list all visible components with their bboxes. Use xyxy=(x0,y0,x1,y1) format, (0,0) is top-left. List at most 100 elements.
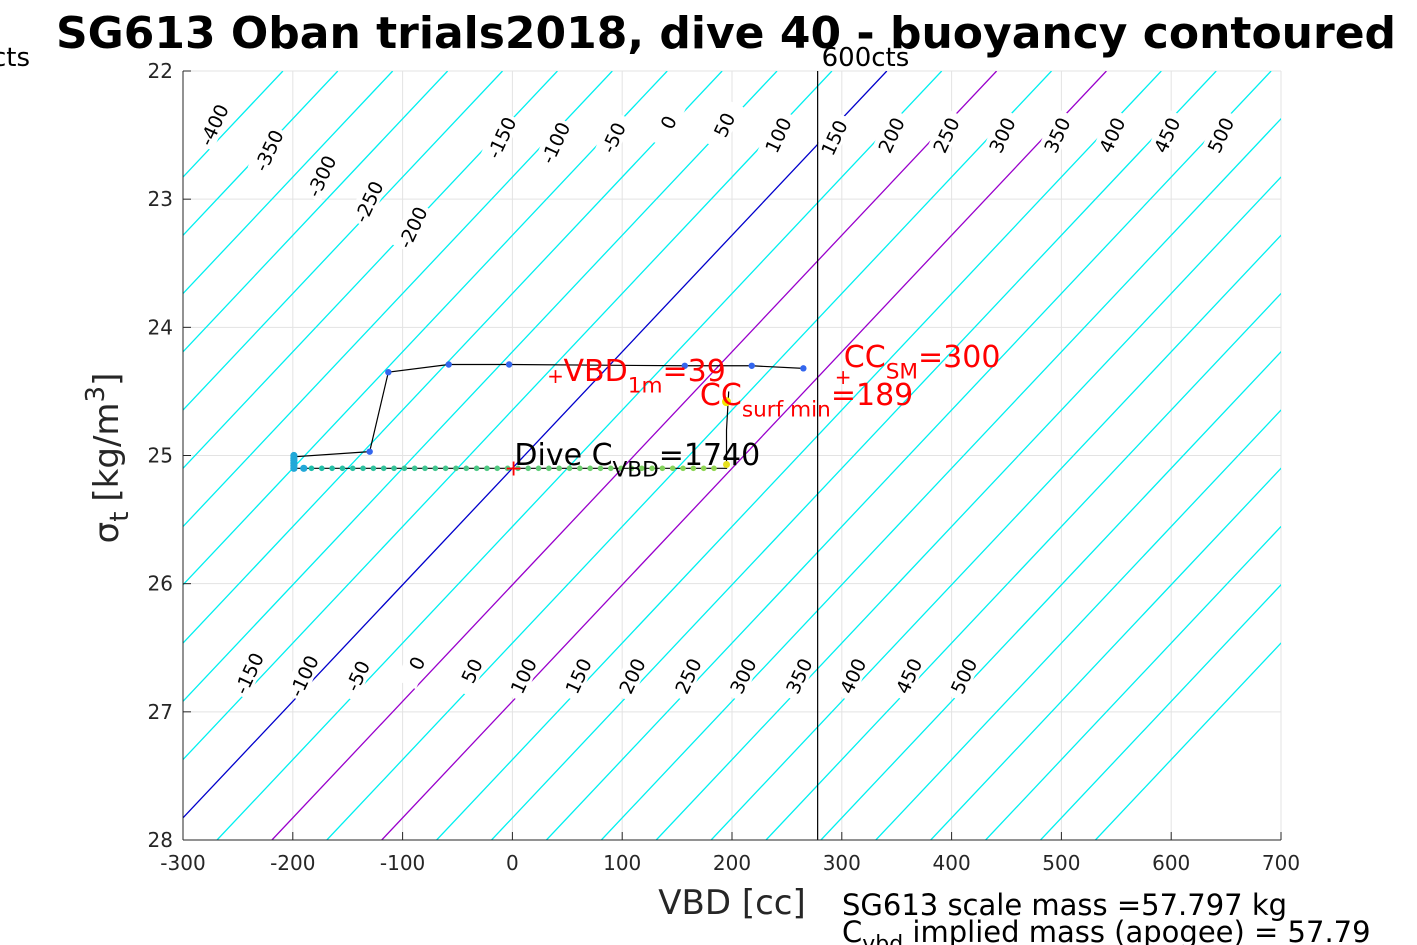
implied-mass-main: C xyxy=(842,915,862,945)
contour-label-bg-bottom-12 xyxy=(887,649,928,702)
dive-point-teal-31 xyxy=(628,465,635,472)
vbd1m-marker: + xyxy=(547,364,564,388)
contour-line-0 xyxy=(183,71,888,819)
x-tick-label-3: 0 xyxy=(506,851,519,875)
x-axis-label: VBD [cc] xyxy=(658,883,806,923)
contour-line--50 xyxy=(183,71,833,761)
contour-line--100 xyxy=(183,71,778,703)
x-tick-label-9: 600 xyxy=(1152,851,1190,875)
chart-title: SG613 Oban trials2018, dive 40 - buoyanc… xyxy=(56,8,1396,59)
dive-point-teal-38 xyxy=(700,465,707,472)
dive-point-teal-30 xyxy=(618,465,624,472)
annotation-dive-c-tail: =1740 xyxy=(659,438,760,473)
contour-label-bg-bottom-8 xyxy=(667,649,708,702)
annotation-vbd1m: VBD1m=39 xyxy=(564,354,726,398)
contour-label-bg-bottom-11 xyxy=(831,649,872,702)
y-tick-label-1: 23 xyxy=(148,187,173,211)
x-tick-label-7: 400 xyxy=(933,851,971,875)
dive-point-teal-8 xyxy=(391,465,397,472)
x-tick-label-10: 700 xyxy=(1262,851,1300,875)
annotation-vbd1m-sub: 1m xyxy=(628,373,663,398)
contour-label-bg-bottom-3 xyxy=(395,636,437,690)
contour-line-300 xyxy=(491,71,1217,840)
contour-line-500 xyxy=(710,234,1281,840)
dive-point-teal-22 xyxy=(535,465,542,472)
x-tick-label-1: -200 xyxy=(270,851,315,875)
scale-mass-text: SG613 scale mass =57.797 kg xyxy=(842,888,1287,922)
contour-label-bg-top-2 xyxy=(300,149,341,203)
contour-line-150 xyxy=(326,71,1052,840)
dive-point-teal-29 xyxy=(607,465,614,472)
dive-point-teal-3 xyxy=(339,465,346,472)
dive-point-teal-23 xyxy=(546,465,552,472)
dive-point-teal-28 xyxy=(597,465,604,472)
y-axis-label-main: σ xyxy=(87,522,127,544)
dive-point-yellow-top xyxy=(722,397,732,407)
contour-label-bg-bottom-4 xyxy=(450,643,491,697)
annotation-ccsurf-tail: =189 xyxy=(831,378,913,413)
dive-point-teal-11 xyxy=(422,465,428,472)
y-axis-label-sup: 3 xyxy=(81,386,111,403)
contour-label-bg-top-5 xyxy=(480,110,521,164)
dive-point-teal-2 xyxy=(329,465,335,472)
contour-label-bg-top-10 xyxy=(757,108,798,162)
dive-point-teal-19 xyxy=(504,465,511,472)
contour-line-850 xyxy=(1094,642,1281,840)
contour-label-bg-bottom-10 xyxy=(777,649,819,702)
annotation-ccsurf: CCsurf min=189 xyxy=(700,378,913,422)
contour-line-550 xyxy=(765,292,1281,840)
contour-label-top-8: 0 xyxy=(647,95,688,149)
implied-mass-tail: implied mass (apogee) = 57.79 xyxy=(903,915,1370,945)
left-edge-label: cts xyxy=(0,43,30,73)
dive-point-cyan-6 xyxy=(300,464,308,472)
contour-line--450 xyxy=(183,71,394,295)
annotation-ccsurf-main: CC xyxy=(700,378,742,413)
contour-label-bg-top-14 xyxy=(981,108,1022,162)
y-tick-label-2: 24 xyxy=(148,315,173,339)
dive-point-teal-25 xyxy=(566,465,573,472)
contour-label-bg-top-8 xyxy=(647,95,688,149)
dive-point-teal-17 xyxy=(484,465,490,472)
contour-label-bg-bottom-6 xyxy=(557,649,598,702)
dive-point-teal-24 xyxy=(556,465,562,472)
contour-label-bg-top-6 xyxy=(534,115,575,169)
dive-point-teal-6 xyxy=(370,465,377,472)
dive-point-teal-36 xyxy=(680,465,686,472)
dive-point-blue-4 xyxy=(445,361,452,368)
contour-label-bg-top-17 xyxy=(1145,108,1187,162)
contour-line-50 xyxy=(216,71,943,840)
dive-point-teal-15 xyxy=(463,465,470,472)
dive-point-teal-32 xyxy=(638,465,645,472)
contour-label-bg-bottom-13 xyxy=(942,649,983,702)
contour-lines xyxy=(183,71,1281,840)
reference-line-label: 600cts xyxy=(822,43,910,73)
contour-label-bg-top-12 xyxy=(870,108,911,162)
contour-label-top-17: 450 xyxy=(1145,108,1187,162)
annotation-dive-c: Dive CVBD=1740 xyxy=(514,438,760,482)
contour-line-750 xyxy=(985,525,1281,840)
contour-line--250 xyxy=(183,71,613,528)
dive-point-teal-33 xyxy=(649,465,655,472)
x-tick-label-6: 300 xyxy=(823,851,861,875)
dive-point-teal-34 xyxy=(659,465,666,472)
contour-label-bg-bottom-5 xyxy=(502,649,543,702)
contour-line-400 xyxy=(600,117,1281,840)
implied-mass-sub: vbd xyxy=(862,932,903,945)
contour-line--500 xyxy=(183,71,339,237)
y-tick-label-3: 25 xyxy=(148,444,173,468)
y-axis-label-sub: t xyxy=(105,512,135,522)
dive-point-teal-12 xyxy=(432,465,439,472)
x-tick-label-0: -300 xyxy=(160,851,205,875)
y-axis-label-close: ] xyxy=(87,373,127,386)
contour-label-bottom-3: 0 xyxy=(395,636,437,690)
contour-line-700 xyxy=(930,467,1281,840)
annotation-vbd1m-tail: =39 xyxy=(663,354,726,389)
dive-markers xyxy=(290,361,807,472)
contour-line-800 xyxy=(1040,583,1281,840)
contour-line-600 xyxy=(820,350,1281,840)
contour-line--300 xyxy=(183,71,558,470)
annotation-ccsm-main: CC xyxy=(844,340,886,375)
